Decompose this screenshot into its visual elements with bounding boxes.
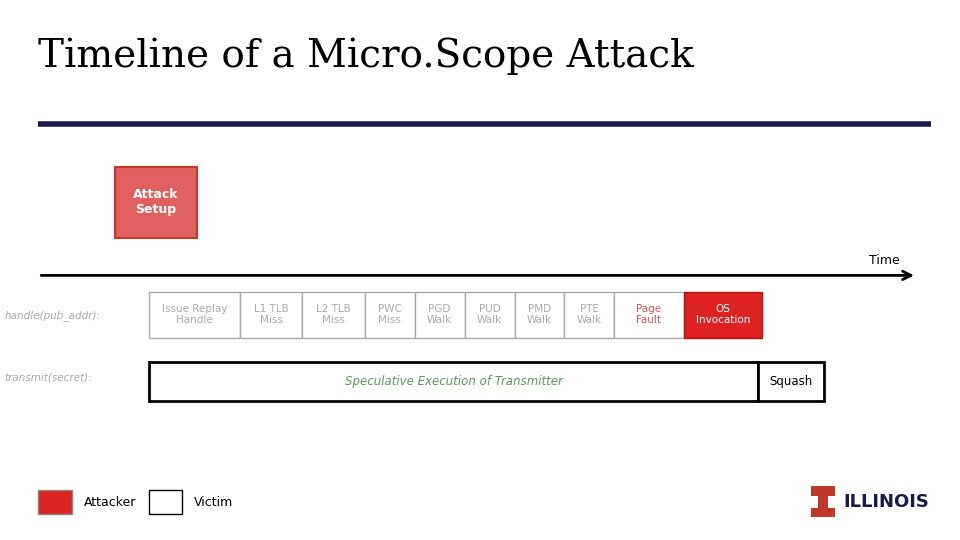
Bar bbox=[564, 292, 614, 338]
Bar bbox=[415, 292, 465, 338]
Bar bbox=[149, 292, 240, 338]
Bar bbox=[365, 292, 415, 338]
Bar bbox=[38, 490, 72, 514]
Text: PTE
Walk: PTE Walk bbox=[577, 303, 602, 325]
Bar bbox=[811, 486, 835, 496]
Text: transmit(secret):: transmit(secret): bbox=[5, 373, 92, 383]
Bar bbox=[149, 362, 758, 401]
Text: Attacker: Attacker bbox=[84, 496, 136, 509]
Bar bbox=[149, 490, 182, 514]
Bar bbox=[614, 292, 684, 338]
Text: PGD
Walk: PGD Walk bbox=[427, 303, 452, 325]
Bar bbox=[240, 292, 302, 338]
Text: PWC
Miss: PWC Miss bbox=[378, 303, 401, 325]
Text: Timeline of a Micro.Scope Attack: Timeline of a Micro.Scope Attack bbox=[38, 38, 694, 75]
Text: Speculative Execution of Transmitter: Speculative Execution of Transmitter bbox=[345, 375, 563, 388]
Bar bbox=[811, 508, 835, 517]
Text: L2 TLB
Miss: L2 TLB Miss bbox=[316, 303, 351, 325]
Text: ILLINOIS: ILLINOIS bbox=[843, 493, 928, 511]
Text: Issue Replay
Handle: Issue Replay Handle bbox=[161, 303, 228, 325]
Text: Attack
Setup: Attack Setup bbox=[133, 188, 179, 217]
Text: PUD
Walk: PUD Walk bbox=[477, 303, 502, 325]
Bar bbox=[302, 292, 365, 338]
Text: OS
Invocation: OS Invocation bbox=[696, 303, 750, 325]
Text: L1 TLB
Miss: L1 TLB Miss bbox=[253, 303, 289, 325]
Bar bbox=[515, 292, 564, 338]
Text: PMD
Walk: PMD Walk bbox=[527, 303, 552, 325]
Text: Squash: Squash bbox=[769, 375, 813, 388]
Bar bbox=[684, 292, 762, 338]
Text: Victim: Victim bbox=[194, 496, 233, 509]
Bar bbox=[758, 362, 824, 401]
Bar bbox=[465, 292, 515, 338]
Bar bbox=[115, 167, 197, 238]
Bar bbox=[818, 496, 828, 509]
Text: Time: Time bbox=[869, 254, 900, 267]
Text: handle(pub_addr):: handle(pub_addr): bbox=[5, 310, 101, 321]
Text: Page
Fault: Page Fault bbox=[636, 303, 661, 325]
